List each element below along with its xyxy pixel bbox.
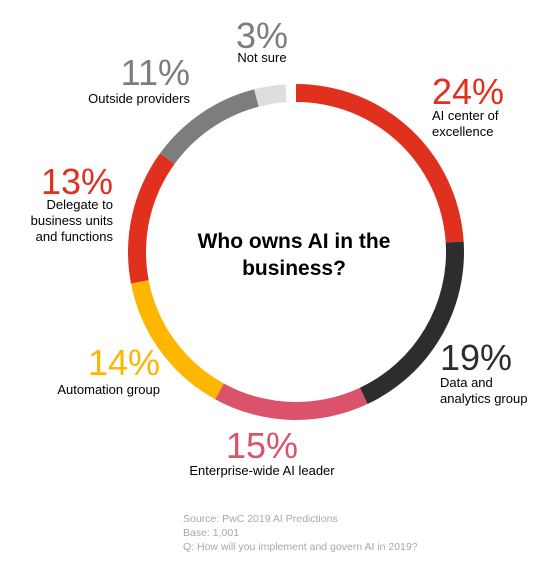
category-label: Outside providers	[88, 91, 190, 106]
chart-title: Who owns AI in the business?	[197, 230, 391, 280]
value-label: 19%	[440, 337, 513, 378]
category-label: Not sure	[237, 50, 287, 65]
category-label: AI center of excellence	[432, 108, 499, 139]
category-label: Automation group	[57, 382, 160, 397]
donut-segment	[254, 84, 287, 107]
donut-segment	[215, 383, 368, 421]
donut-segment	[160, 89, 259, 164]
donut-segment	[128, 153, 175, 284]
source-note: Source: PwC 2019 AI Predictions	[183, 513, 338, 525]
base-note: Base: 1,001	[183, 527, 240, 539]
value-label: 11%	[120, 52, 190, 93]
value-label: 15%	[225, 425, 299, 466]
question-note: Q: How will you implement and govern AI …	[183, 541, 418, 553]
category-label: Data and analytics group	[440, 375, 528, 406]
donut-segment	[130, 280, 224, 400]
category-label: Enterprise-wide AI leader	[189, 463, 335, 478]
category-label: Delegate to business units and functions	[30, 197, 113, 244]
value-label: 13%	[40, 161, 113, 202]
donut-segment	[359, 241, 464, 405]
value-label: 3%	[235, 15, 289, 56]
value-label: 14%	[87, 342, 160, 383]
value-label: 24%	[432, 71, 505, 112]
donut-segment	[296, 84, 464, 243]
